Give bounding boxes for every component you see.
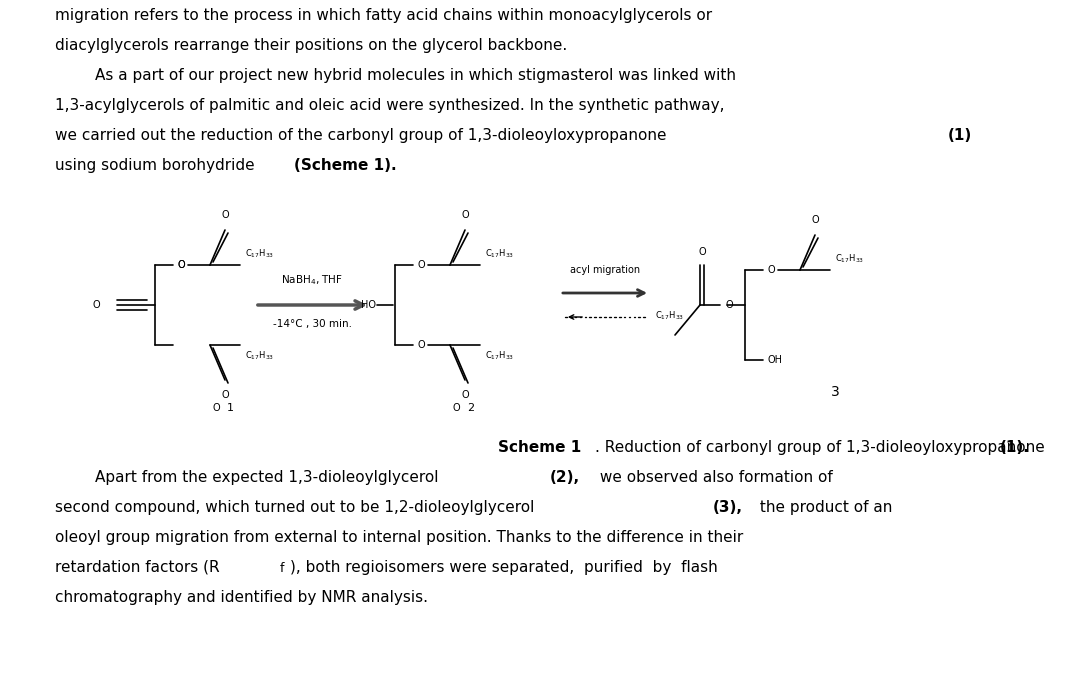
Text: second compound, which turned out to be 1,2-dioleoylglycerol: second compound, which turned out to be … <box>55 500 539 515</box>
Text: using sodium borohydride: using sodium borohydride <box>55 158 259 173</box>
Text: chromatography and identified by NMR analysis.: chromatography and identified by NMR ana… <box>55 590 428 605</box>
Text: we carried out the reduction of the carbonyl group of 1,3-dioleoyloxypropanone: we carried out the reduction of the carb… <box>55 128 672 143</box>
Text: C$_{17}$H$_{33}$: C$_{17}$H$_{33}$ <box>245 350 274 362</box>
Text: (2),: (2), <box>550 470 580 485</box>
Text: O: O <box>221 210 229 220</box>
Text: O: O <box>811 215 819 225</box>
Text: (Scheme 1).: (Scheme 1). <box>294 158 396 173</box>
Text: O: O <box>461 210 469 220</box>
Text: Scheme 1: Scheme 1 <box>498 440 582 455</box>
Text: NaBH$_4$, THF: NaBH$_4$, THF <box>282 273 343 287</box>
Text: O: O <box>698 247 706 257</box>
Text: migration refers to the process in which fatty acid chains within monoacylglycer: migration refers to the process in which… <box>55 8 712 23</box>
Text: 2: 2 <box>467 403 474 413</box>
Text: C$_{17}$H$_{33}$: C$_{17}$H$_{33}$ <box>485 350 514 362</box>
Text: O: O <box>417 340 424 350</box>
Text: O: O <box>461 390 469 400</box>
Text: O: O <box>453 403 460 413</box>
Text: 3: 3 <box>831 385 839 399</box>
Text: O: O <box>417 260 424 270</box>
Text: O: O <box>725 300 732 310</box>
Text: . Reduction of carbonyl group of 1,3-dioleoyloxypropanone: . Reduction of carbonyl group of 1,3-dio… <box>595 440 1050 455</box>
Text: O: O <box>767 265 774 275</box>
Text: Apart from the expected 1,3-dioleoylglycerol: Apart from the expected 1,3-dioleoylglyc… <box>95 470 444 485</box>
Text: acyl migration: acyl migration <box>570 265 640 275</box>
Text: we observed also formation of: we observed also formation of <box>595 470 833 485</box>
Text: retardation factors (R: retardation factors (R <box>55 560 219 575</box>
Text: HO: HO <box>361 300 376 310</box>
Text: O: O <box>93 300 100 310</box>
Text: OH: OH <box>767 355 782 365</box>
Text: As a part of our project new hybrid molecules in which stigmasterol was linked w: As a part of our project new hybrid mole… <box>95 68 735 83</box>
Text: oleoyl group migration from external to internal position. Thanks to the differe: oleoyl group migration from external to … <box>55 530 743 545</box>
Text: the product of an: the product of an <box>755 500 892 515</box>
Text: O: O <box>177 260 185 270</box>
Text: (1): (1) <box>948 128 972 143</box>
Text: C$_{17}$H$_{33}$: C$_{17}$H$_{33}$ <box>654 310 684 323</box>
Text: ), both regioisomers were separated,  purified  by  flash: ), both regioisomers were separated, pur… <box>291 560 718 575</box>
Text: C$_{17}$H$_{33}$: C$_{17}$H$_{33}$ <box>835 252 864 265</box>
Text: O: O <box>177 260 185 270</box>
Text: diacylglycerols rearrange their positions on the glycerol backbone.: diacylglycerols rearrange their position… <box>55 38 567 53</box>
Text: (3),: (3), <box>713 500 743 515</box>
Text: -14°C , 30 min.: -14°C , 30 min. <box>273 319 352 329</box>
Text: 1,3-acylglycerols of palmitic and oleic acid were synthesized. In the synthetic : 1,3-acylglycerols of palmitic and oleic … <box>55 98 725 113</box>
Text: 1: 1 <box>227 403 234 413</box>
Text: O: O <box>221 390 229 400</box>
Text: O: O <box>213 403 220 413</box>
Text: C$_{17}$H$_{33}$: C$_{17}$H$_{33}$ <box>485 248 514 260</box>
Text: (1).: (1). <box>1000 440 1030 455</box>
Text: f: f <box>280 562 284 575</box>
Text: C$_{17}$H$_{33}$: C$_{17}$H$_{33}$ <box>245 248 274 260</box>
